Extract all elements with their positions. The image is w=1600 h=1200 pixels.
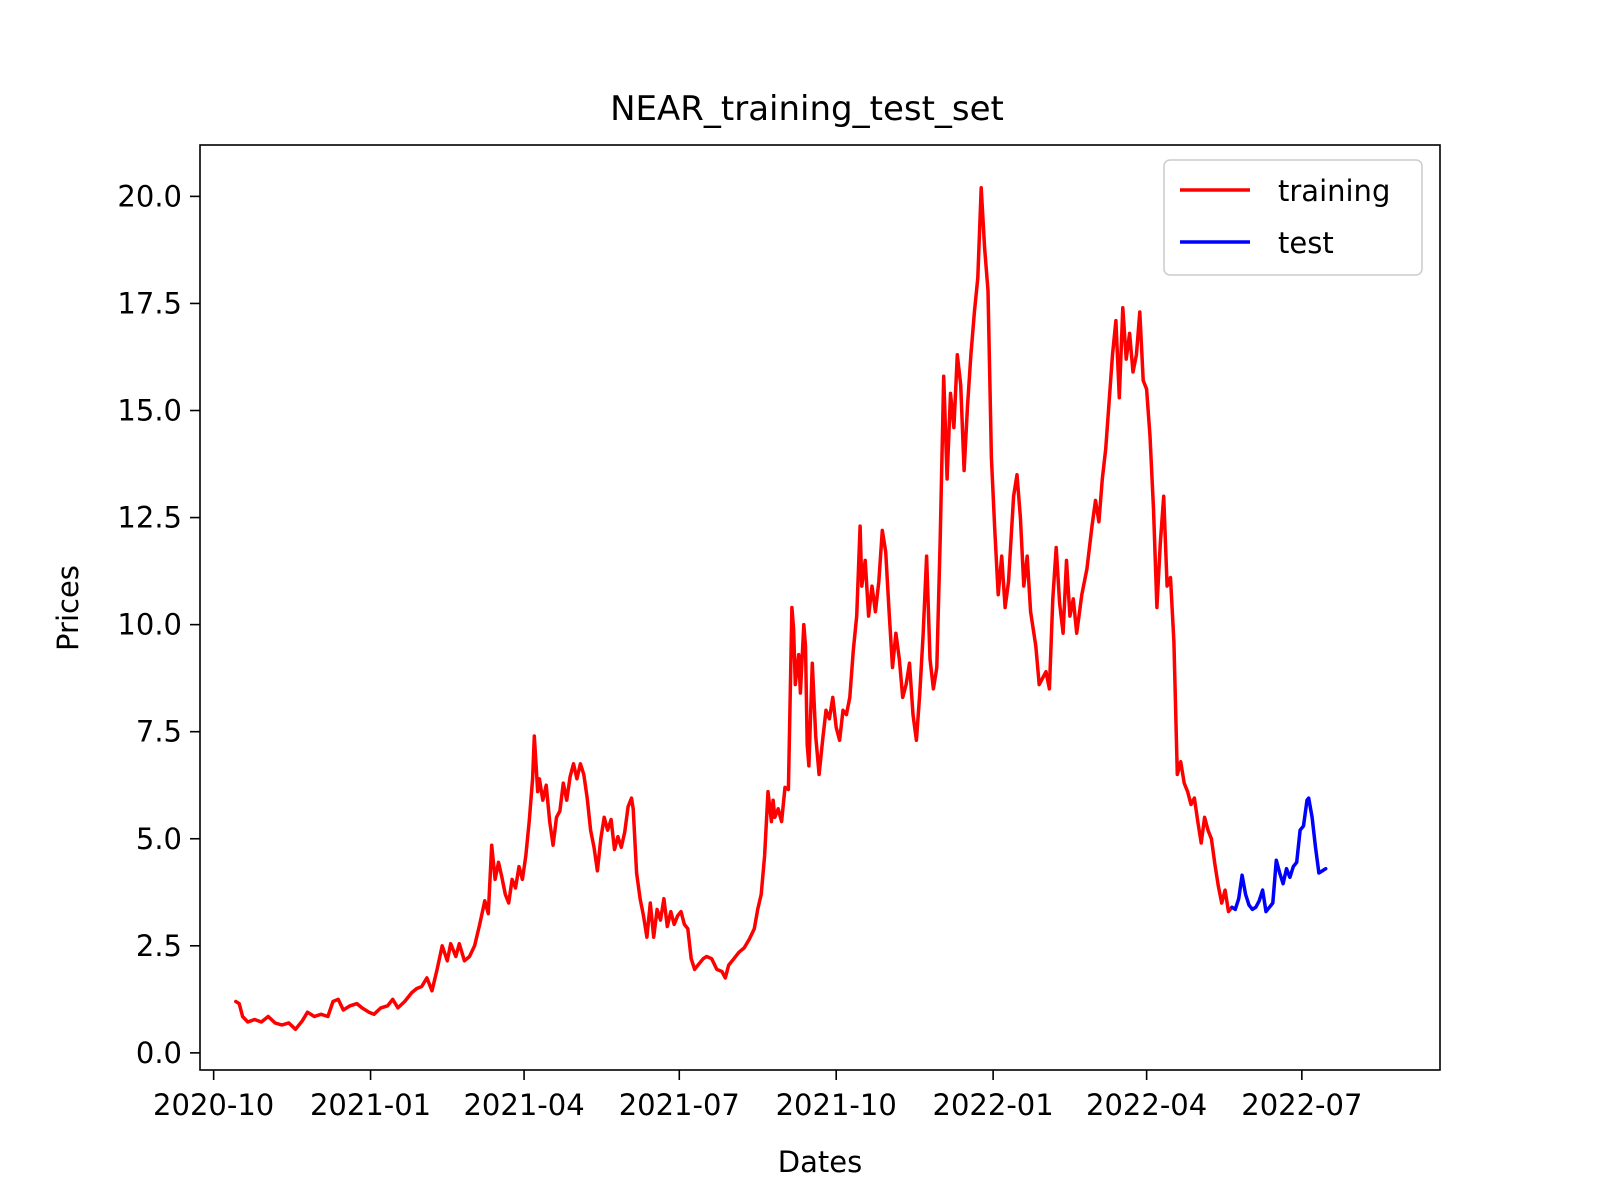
legend-label-test: test — [1278, 226, 1334, 260]
x-tick-label: 2022-04 — [1086, 1088, 1207, 1122]
y-tick-label: 15.0 — [117, 394, 182, 428]
chart-title: NEAR_training_test_set — [610, 89, 1004, 129]
y-axis: 0.0 2.5 5.0 7.5 10.0 12.5 15.0 17.5 20.0 — [117, 179, 200, 1070]
legend: training test — [1163, 159, 1423, 276]
x-tick-label: 2022-01 — [933, 1088, 1054, 1122]
plot-frame — [199, 144, 1441, 1071]
y-tick-label: 5.0 — [136, 822, 182, 856]
y-tick-label: 2.5 — [136, 929, 182, 963]
y-tick-label: 0.0 — [136, 1036, 182, 1070]
x-tick-label: 2021-10 — [776, 1088, 897, 1122]
y-tick-label: 10.0 — [117, 608, 182, 642]
series-line-test — [1230, 796, 1328, 914]
x-tick-label: 2020-10 — [153, 1088, 274, 1122]
x-tick-label: 2022-07 — [1241, 1088, 1362, 1122]
x-axis-label: Dates — [778, 1145, 862, 1179]
x-tick-label: 2021-04 — [463, 1088, 584, 1122]
y-tick-label: 7.5 — [136, 715, 182, 749]
y-axis-label: Prices — [51, 565, 85, 651]
series-line-training — [234, 186, 1234, 1032]
y-tick-label: 12.5 — [117, 501, 182, 535]
y-tick-label: 20.0 — [117, 179, 182, 213]
plot-lines — [234, 186, 1328, 1032]
x-tick-label: 2021-07 — [619, 1088, 740, 1122]
y-tick-label: 17.5 — [117, 286, 182, 320]
x-axis: 2020-10 2021-01 2021-04 2021-07 2021-10 2022-… — [153, 1070, 1362, 1122]
x-tick-label: 2021-01 — [310, 1088, 431, 1122]
legend-label-training: training — [1278, 174, 1390, 208]
